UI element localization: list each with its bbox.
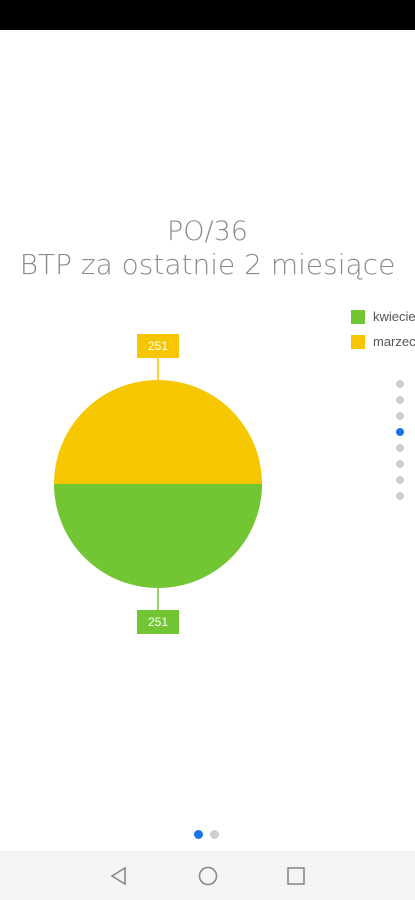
chart-title: PO/36 [167, 216, 248, 247]
legend-label-marzec: marzec [373, 334, 415, 349]
chart-subtitle: BTP za ostatnie 2 miesiące [19, 248, 396, 281]
indicator-dot[interactable] [396, 396, 404, 404]
status-bar [0, 0, 415, 30]
pie-data-label: 251 [148, 615, 168, 629]
recents-icon[interactable] [285, 865, 307, 887]
page-indicator [194, 826, 226, 844]
system-nav-bar [0, 851, 415, 900]
legend-swatch-kwiecien [351, 310, 365, 324]
legend-swatch-marzec [351, 335, 365, 349]
page-dot[interactable] [210, 830, 219, 839]
indicator-dot[interactable] [396, 476, 404, 484]
page-dot[interactable] [194, 830, 203, 839]
legend-label-kwiecien: kwiecień [373, 309, 415, 324]
pie-label-box [137, 610, 179, 634]
back-icon[interactable] [108, 865, 130, 887]
indicator-dot[interactable] [396, 492, 404, 500]
legend: kwiecień marzec [351, 300, 415, 360]
pie-slice-kwiecien[interactable] [54, 484, 262, 588]
indicator-dot[interactable] [396, 460, 404, 468]
pie-slice-marzec[interactable] [54, 380, 262, 484]
indicator-dot[interactable] [396, 380, 404, 388]
pie-label-box [137, 334, 179, 358]
pie-data-label: 251 [148, 339, 168, 353]
indicator-dot[interactable] [396, 428, 404, 436]
home-icon[interactable] [197, 865, 219, 887]
indicator-dot[interactable] [396, 444, 404, 452]
chart-selector-indicator [396, 380, 406, 508]
indicator-dot[interactable] [396, 412, 404, 420]
